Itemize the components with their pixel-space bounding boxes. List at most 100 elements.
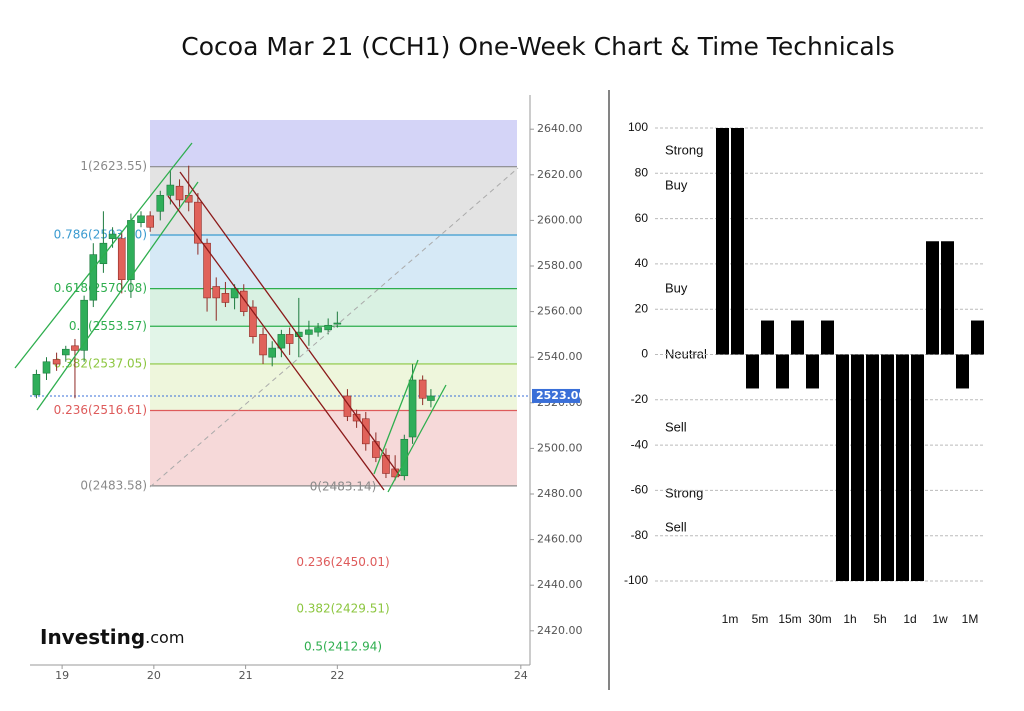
x-tick-label: 24 bbox=[514, 669, 528, 682]
candle-body bbox=[418, 379, 427, 399]
candle-body bbox=[32, 373, 41, 396]
y-tick-label: 2480.00 bbox=[537, 487, 583, 500]
x-tick-label: 1m bbox=[722, 612, 739, 626]
y-tick-label: 2640.00 bbox=[537, 122, 583, 135]
y-tick-label: -100 bbox=[624, 573, 648, 587]
y-tick-label: -20 bbox=[631, 392, 649, 406]
candle-body bbox=[427, 395, 435, 401]
y-tick-label: 100 bbox=[628, 120, 648, 134]
annotation: Sell bbox=[665, 519, 687, 534]
y-tick-label: -80 bbox=[631, 528, 649, 542]
fib-label: 0(2483.58) bbox=[80, 478, 147, 492]
x-tick-label: 21 bbox=[239, 669, 253, 682]
y-tick-label: 60 bbox=[635, 211, 649, 225]
fib-label: 0.786(2593.60) bbox=[54, 227, 147, 241]
candle-body bbox=[400, 438, 409, 477]
candle-body bbox=[382, 454, 390, 474]
annotation: Sell bbox=[665, 419, 687, 434]
candle-body bbox=[203, 242, 211, 299]
candle-body bbox=[194, 201, 202, 244]
x-tick-label: 1w bbox=[932, 612, 948, 626]
y-tick-label: 40 bbox=[635, 256, 649, 270]
y-tick-label: 2560.00 bbox=[537, 305, 583, 318]
candle-body bbox=[166, 184, 175, 196]
bar bbox=[926, 241, 939, 355]
fib-label: 0.236(2516.61) bbox=[54, 403, 147, 417]
bar bbox=[956, 354, 969, 389]
bar bbox=[911, 354, 924, 581]
bar-chart: Strong Buy Buy Neutral Sell Strong Sell … bbox=[624, 120, 985, 626]
candle-body bbox=[230, 288, 239, 299]
bar bbox=[791, 320, 804, 355]
annotation: Neutral bbox=[665, 346, 707, 361]
title: Cocoa Mar 21 (CCH1) One-Week Chart & Tim… bbox=[181, 32, 894, 61]
bar bbox=[896, 354, 909, 581]
candle-body bbox=[249, 306, 257, 337]
x-tick-label: 1h bbox=[843, 612, 856, 626]
bar bbox=[731, 128, 744, 355]
candle-body bbox=[108, 233, 117, 239]
y-tick-label: 2600.00 bbox=[537, 213, 583, 226]
candle-chart: 1(2623.55) 0.786(2593.60) 0.618(2570.08) 0.… bbox=[30, 95, 586, 682]
fib-band bbox=[150, 288, 517, 327]
bar bbox=[941, 241, 954, 355]
fib-band bbox=[150, 326, 517, 364]
candle-body bbox=[352, 413, 361, 422]
candle-body bbox=[42, 361, 51, 374]
y-tick-label: 2440.00 bbox=[537, 578, 583, 591]
trend-line bbox=[14, 142, 193, 369]
y-tick-label: 2420.00 bbox=[537, 624, 583, 637]
y-tick-label: -60 bbox=[631, 483, 649, 497]
candle-body bbox=[239, 290, 248, 312]
fib-band bbox=[150, 234, 517, 289]
x-tick-label: 15m bbox=[778, 612, 801, 626]
y-tick-label: 2460.00 bbox=[537, 533, 583, 546]
trend-line bbox=[373, 359, 419, 475]
y-tick-label: 20 bbox=[635, 301, 649, 315]
trend-line bbox=[36, 181, 199, 411]
candle-body bbox=[61, 348, 70, 356]
fib-band bbox=[150, 363, 517, 411]
bar bbox=[716, 128, 729, 355]
trend-line bbox=[179, 171, 401, 477]
candle-body bbox=[372, 441, 380, 458]
last-price-box bbox=[532, 388, 580, 403]
bar bbox=[821, 320, 834, 355]
candle-body bbox=[268, 347, 277, 358]
candle-body bbox=[221, 293, 230, 303]
y-tick-label: 2540.00 bbox=[537, 350, 583, 363]
y-tick-label: 0 bbox=[641, 347, 648, 361]
candle-body bbox=[175, 185, 184, 201]
logo-brand: Investing bbox=[40, 625, 145, 649]
x-tick-label: 5h bbox=[873, 612, 886, 626]
bar bbox=[881, 354, 894, 581]
fib-label: 0.382(2537.05) bbox=[54, 356, 147, 370]
bar bbox=[971, 320, 984, 355]
candle-body bbox=[89, 254, 98, 301]
candle-body bbox=[305, 329, 313, 335]
bar bbox=[761, 320, 774, 355]
candle-body bbox=[146, 215, 154, 228]
bar bbox=[776, 354, 789, 389]
x-tick-label: 1d bbox=[903, 612, 916, 626]
extension-label: 0.382(2429.51) bbox=[296, 602, 389, 616]
x-tick-label: 5m bbox=[752, 612, 769, 626]
logo-suffix: .com bbox=[145, 628, 184, 647]
bar bbox=[866, 354, 879, 581]
candle-body bbox=[99, 242, 108, 265]
candle-body bbox=[361, 418, 370, 445]
x-tick-label: 30m bbox=[808, 612, 831, 626]
extension-label: 0.236(2450.01) bbox=[296, 555, 389, 569]
candle-body bbox=[80, 299, 88, 351]
bar bbox=[851, 354, 864, 581]
candle-body bbox=[156, 195, 165, 212]
extension-label: 0(2483.14) bbox=[310, 479, 377, 493]
candle-body bbox=[52, 359, 61, 365]
y-tick-label: 2580.00 bbox=[537, 259, 583, 272]
logo: Investing.com bbox=[40, 625, 184, 649]
candle-body bbox=[324, 324, 332, 331]
x-tick-label: 1M bbox=[962, 612, 979, 626]
candle-body bbox=[408, 379, 417, 438]
annotation: Strong bbox=[665, 485, 703, 500]
